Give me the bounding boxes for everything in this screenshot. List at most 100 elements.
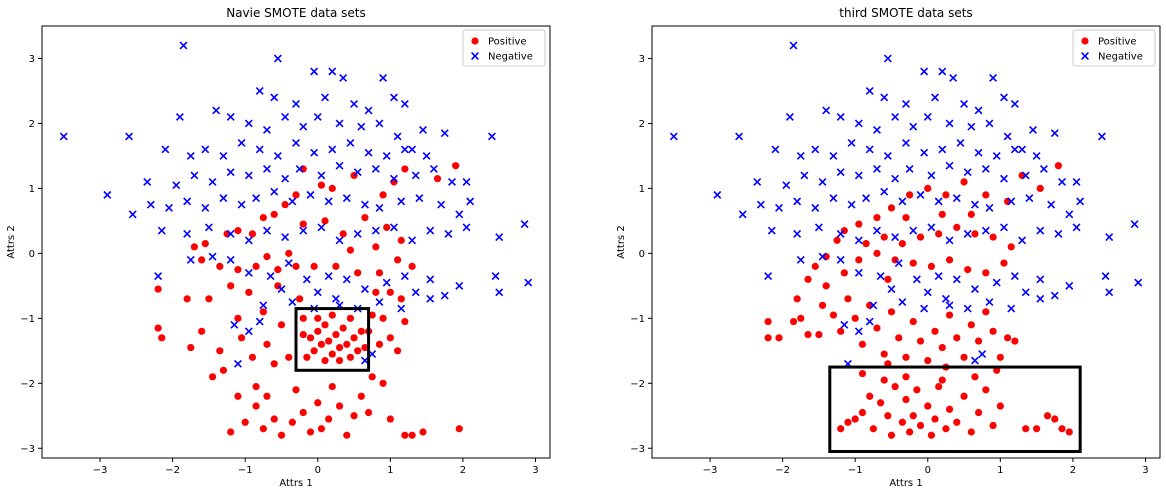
- positive-point: [906, 428, 914, 436]
- negative-point: [335, 119, 344, 128]
- negative-point: [154, 272, 163, 281]
- negative-point: [324, 197, 333, 206]
- negative-point: [847, 138, 856, 147]
- positive-point: [263, 392, 271, 400]
- negative-point: [840, 320, 849, 329]
- negative-point: [796, 255, 805, 264]
- negative-point: [313, 288, 322, 297]
- plot-frame: [651, 25, 1161, 459]
- positive-point: [208, 373, 217, 381]
- positive-point: [343, 340, 351, 348]
- positive-point: [274, 266, 282, 274]
- negative-point: [883, 54, 892, 63]
- negative-point: [302, 275, 311, 284]
- positive-point: [325, 337, 333, 345]
- negative-point: [408, 145, 417, 154]
- positive-point: [332, 262, 340, 270]
- y-tick-label: −1: [630, 314, 645, 325]
- x-axis-label: Attrs 1: [889, 478, 922, 489]
- positive-point: [259, 308, 267, 316]
- positive-point: [154, 285, 162, 293]
- positive-point: [916, 233, 925, 241]
- positive-point: [938, 376, 946, 384]
- positive-point: [328, 350, 336, 358]
- negative-point: [902, 138, 910, 147]
- negative-point: [1036, 226, 1045, 235]
- y-tick-label: 0: [29, 249, 35, 260]
- positive-point: [299, 314, 307, 322]
- negative-point: [408, 236, 417, 245]
- positive-point: [869, 425, 877, 433]
- negative-point: [891, 174, 900, 183]
- positive-point: [775, 334, 783, 342]
- positive-point: [325, 415, 333, 423]
- positive-point: [455, 425, 463, 433]
- negative-point: [125, 132, 134, 141]
- negative-point: [920, 148, 929, 157]
- legend-marker-negative: [1081, 52, 1089, 60]
- negative-point: [201, 145, 210, 154]
- positive-point: [306, 428, 315, 436]
- negative-point: [992, 151, 1001, 160]
- positive-point: [866, 392, 874, 400]
- positive-point: [858, 340, 867, 348]
- legend: Positive Negative: [1072, 29, 1156, 67]
- positive-point: [394, 347, 402, 355]
- negative-point: [375, 203, 384, 212]
- negative-point: [324, 272, 333, 281]
- negative-point: [284, 259, 293, 268]
- positive-point: [292, 262, 300, 270]
- negative-point: [880, 93, 889, 102]
- legend: Positive Negative: [462, 29, 546, 67]
- negative-point: [426, 226, 435, 235]
- positive-point: [317, 425, 325, 433]
- positive-point: [346, 314, 355, 322]
- positive-point: [924, 402, 932, 410]
- negative-point: [186, 255, 195, 264]
- positive-point: [1054, 162, 1062, 170]
- negative-point: [891, 112, 900, 121]
- positive-point: [452, 162, 460, 170]
- negative-point: [952, 275, 961, 284]
- negative-point: [1130, 220, 1139, 229]
- negative-point: [353, 229, 362, 238]
- positive-point: [858, 369, 867, 378]
- positive-point: [317, 181, 325, 189]
- positive-point: [361, 343, 369, 352]
- negative-point: [865, 86, 874, 95]
- positive-point: [1007, 243, 1015, 251]
- positive-point: [862, 240, 870, 248]
- negative-point: [346, 138, 355, 147]
- negative-point: [219, 194, 228, 203]
- legend-marker-positive: [471, 37, 479, 45]
- positive-point: [408, 262, 416, 270]
- positive-point: [332, 330, 340, 339]
- negative-point: [281, 174, 290, 183]
- positive-point: [227, 282, 235, 290]
- positive-point: [227, 428, 235, 436]
- legend-marker-positive: [1081, 37, 1089, 45]
- positive-point: [945, 405, 954, 413]
- negative-point: [143, 177, 152, 186]
- y-tick-label: −1: [20, 314, 35, 325]
- positive-point: [397, 236, 405, 244]
- negative-point: [854, 327, 863, 336]
- positive-point: [902, 353, 910, 361]
- negative-point: [390, 174, 398, 183]
- negative-point: [847, 200, 856, 209]
- negative-point: [767, 226, 776, 235]
- negative-point: [1029, 125, 1037, 134]
- positive-point: [880, 350, 888, 358]
- negative-point: [382, 151, 391, 160]
- negative-point: [244, 171, 253, 180]
- positive-point: [394, 256, 402, 264]
- positive-point: [942, 191, 950, 199]
- positive-point: [935, 230, 943, 238]
- positive-point: [379, 191, 387, 199]
- legend-label: Negative: [1098, 52, 1143, 63]
- positive-point: [1058, 425, 1066, 433]
- positive-point: [793, 295, 801, 303]
- negative-point: [963, 168, 972, 177]
- negative-point: [448, 177, 456, 186]
- negative-point: [495, 233, 504, 242]
